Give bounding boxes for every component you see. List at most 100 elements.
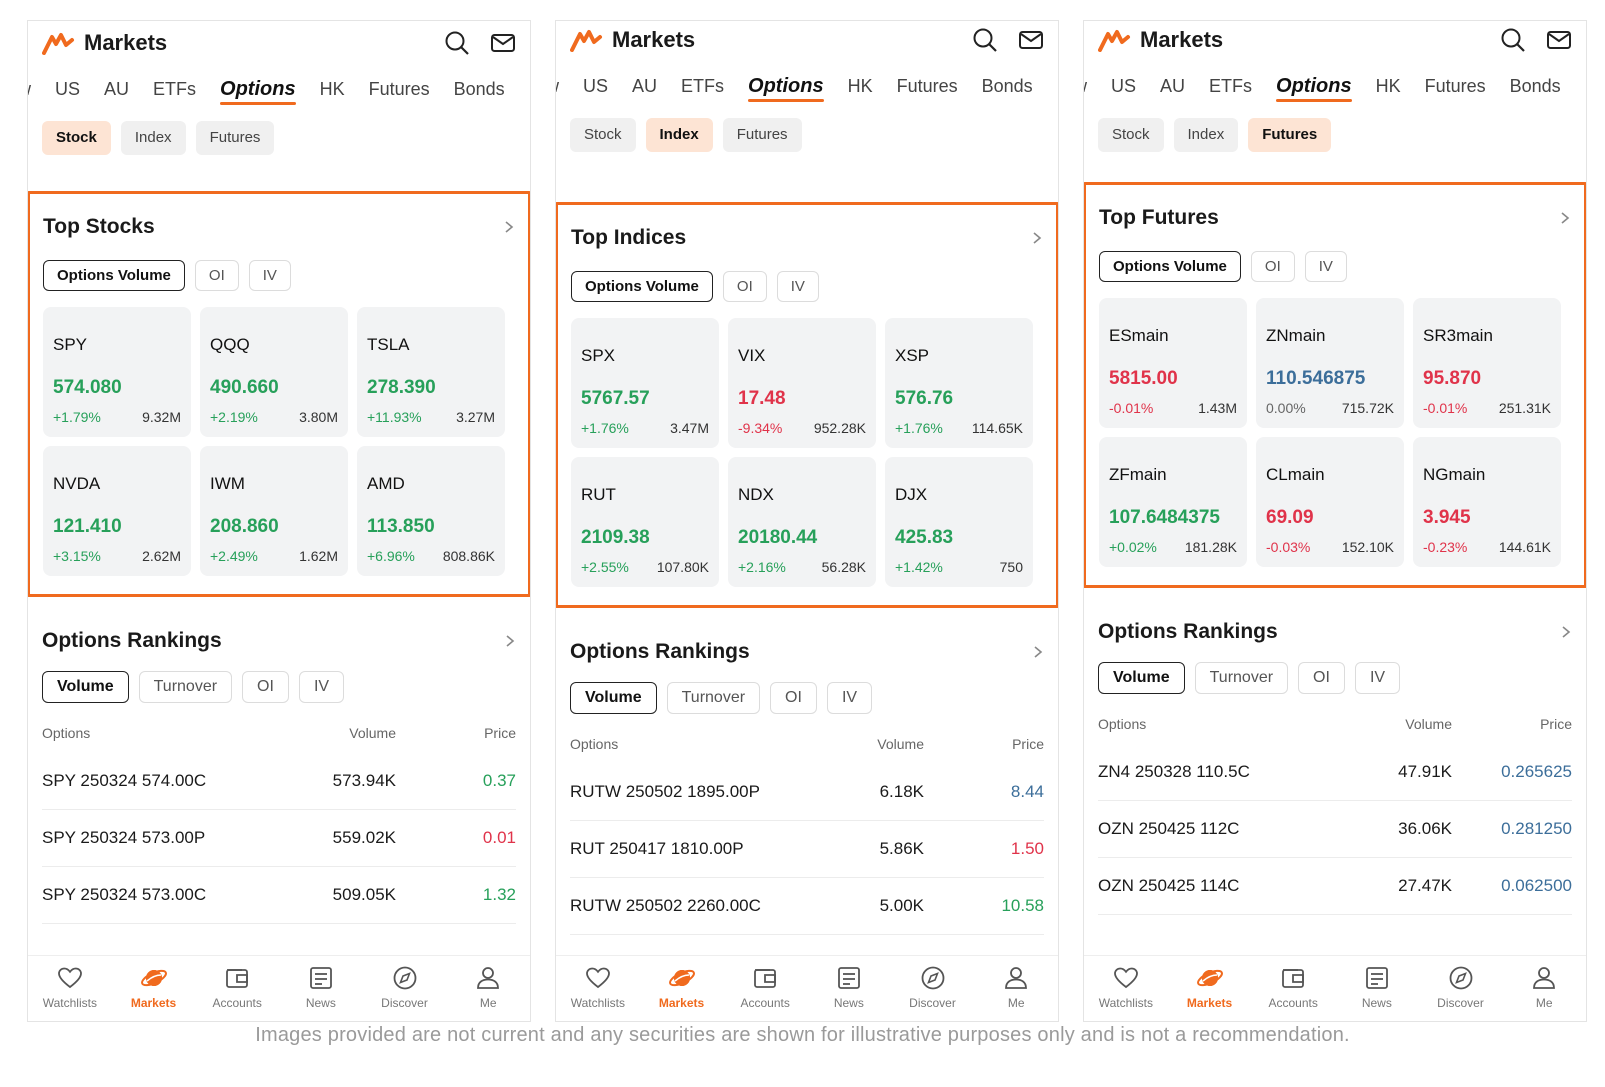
filter-pill[interactable]: OI	[722, 271, 767, 302]
filter-pill[interactable]: IV	[1304, 251, 1347, 282]
subtab-index[interactable]: Index	[1173, 118, 1239, 152]
nav-watchlists[interactable]: Watchlists	[28, 956, 112, 1021]
subtab-index[interactable]: Index	[645, 118, 713, 152]
market-tab[interactable]: US	[55, 78, 81, 99]
quote-card[interactable]: QQQ 490.660 +2.19% 3.80M	[200, 307, 348, 437]
mail-icon[interactable]	[1546, 27, 1572, 53]
chevron-right-icon[interactable]	[1559, 211, 1571, 225]
table-row[interactable]: OZN 250425 112C 36.06K 0.281250	[1098, 801, 1572, 858]
chevron-right-icon[interactable]	[504, 634, 516, 648]
quote-card[interactable]: ZNmain 110.546875 0.00% 715.72K	[1256, 298, 1404, 428]
table-row[interactable]: ZN4 250328 110.5C 47.91K 0.265625	[1098, 744, 1572, 801]
quote-card[interactable]: SPY 574.080 +1.79% 9.32M	[43, 307, 191, 437]
nav-markets[interactable]: Markets	[640, 956, 724, 1021]
market-tab[interactable]: ETFs	[153, 78, 197, 99]
market-tab[interactable]: HK	[847, 75, 873, 96]
search-icon[interactable]	[972, 27, 998, 53]
nav-accounts[interactable]: Accounts	[1251, 956, 1335, 1021]
quote-card[interactable]: ZFmain 107.6484375 +0.02% 181.28K	[1099, 437, 1247, 567]
chevron-right-icon[interactable]	[503, 220, 515, 234]
nav-me[interactable]: Me	[446, 956, 530, 1021]
chevron-right-icon[interactable]	[1560, 625, 1572, 639]
ranking-pill[interactable]: Turnover	[138, 671, 233, 703]
market-tab[interactable]: AU	[632, 75, 658, 96]
ranking-pill[interactable]: Turnover	[1194, 662, 1289, 694]
filter-pill[interactable]: OI	[194, 260, 239, 291]
market-tab[interactable]: Futures	[896, 75, 958, 96]
search-icon[interactable]	[1500, 27, 1526, 53]
table-row[interactable]: RUT 250417 1810.00P 5.86K 1.50	[570, 821, 1044, 878]
ranking-pill[interactable]: IV	[1354, 662, 1401, 694]
nav-news[interactable]: News	[807, 956, 891, 1021]
quote-card[interactable]: XSP 576.76 +1.76% 114.65K	[885, 318, 1033, 448]
quote-card[interactable]: AMD 113.850 +6.96% 808.86K	[357, 446, 505, 576]
quote-card[interactable]: NVDA 121.410 +3.15% 2.62M	[43, 446, 191, 576]
market-tab[interactable]: w	[1084, 76, 1087, 97]
quote-card[interactable]: RUT 2109.38 +2.55% 107.80K	[571, 457, 719, 587]
market-tab[interactable]: Options	[220, 77, 296, 105]
subtab-stock[interactable]: Stock	[42, 121, 111, 155]
quote-card[interactable]: IWM 208.860 +2.49% 1.62M	[200, 446, 348, 576]
chevron-right-icon[interactable]	[1032, 645, 1044, 659]
ranking-pill[interactable]: OI	[1298, 662, 1345, 694]
quote-card[interactable]: NDX 20180.44 +2.16% 56.28K	[728, 457, 876, 587]
market-tab[interactable]: Bonds	[1509, 75, 1561, 96]
quote-card[interactable]: SPX 5767.57 +1.76% 3.47M	[571, 318, 719, 448]
filter-pill[interactable]: Options Volume	[43, 260, 185, 291]
nav-me[interactable]: Me	[1502, 956, 1586, 1021]
nav-news[interactable]: News	[1335, 956, 1419, 1021]
market-tab[interactable]: US	[1111, 75, 1137, 96]
ranking-pill[interactable]: Volume	[570, 682, 657, 714]
quote-card[interactable]: CLmain 69.09 -0.03% 152.10K	[1256, 437, 1404, 567]
chevron-right-icon[interactable]	[1031, 231, 1043, 245]
subtab-index[interactable]: Index	[120, 121, 186, 155]
nav-watchlists[interactable]: Watchlists	[1084, 956, 1168, 1021]
nav-markets[interactable]: Markets	[1168, 956, 1252, 1021]
ranking-pill[interactable]: IV	[298, 671, 345, 703]
nav-discover[interactable]: Discover	[891, 956, 975, 1021]
quote-card[interactable]: ESmain 5815.00 -0.01% 1.43M	[1099, 298, 1247, 428]
ranking-pill[interactable]: Volume	[42, 671, 129, 703]
market-tab[interactable]: Options	[1276, 74, 1352, 102]
table-row[interactable]: OZN 250425 114C 27.47K 0.062500	[1098, 858, 1572, 915]
ranking-pill[interactable]: OI	[242, 671, 289, 703]
subtab-futures[interactable]: Futures	[722, 118, 802, 152]
filter-pill[interactable]: Options Volume	[571, 271, 713, 302]
table-row[interactable]: RUTW 250502 1895.00P 6.18K 8.44	[570, 764, 1044, 821]
mail-icon[interactable]	[490, 30, 516, 56]
market-tab[interactable]: AU	[104, 78, 130, 99]
nav-markets[interactable]: Markets	[112, 956, 196, 1021]
nav-discover[interactable]: Discover	[363, 956, 447, 1021]
filter-pill[interactable]: Options Volume	[1099, 251, 1241, 282]
market-tab[interactable]: w	[556, 76, 559, 97]
table-row[interactable]: SPY 250324 573.00P 559.02K 0.01	[42, 810, 516, 867]
quote-card[interactable]: DJX 425.83 +1.42% 750	[885, 457, 1033, 587]
market-tab[interactable]: Options	[748, 74, 824, 102]
market-tab[interactable]: Futures	[1424, 75, 1486, 96]
table-row[interactable]: SPY 250324 573.00C 509.05K 1.32	[42, 867, 516, 924]
nav-accounts[interactable]: Accounts	[195, 956, 279, 1021]
mail-icon[interactable]	[1018, 27, 1044, 53]
search-icon[interactable]	[444, 30, 470, 56]
subtab-futures[interactable]: Futures	[195, 121, 275, 155]
quote-card[interactable]: TSLA 278.390 +11.93% 3.27M	[357, 307, 505, 437]
nav-news[interactable]: News	[279, 956, 363, 1021]
quote-card[interactable]: NGmain 3.945 -0.23% 144.61K	[1413, 437, 1561, 567]
market-tab[interactable]: Bonds	[453, 78, 505, 99]
market-tab[interactable]: w	[28, 79, 31, 100]
nav-watchlists[interactable]: Watchlists	[556, 956, 640, 1021]
ranking-pill[interactable]: Volume	[1098, 662, 1185, 694]
subtab-stock[interactable]: Stock	[570, 118, 636, 152]
filter-pill[interactable]: IV	[776, 271, 819, 302]
market-tab[interactable]: ETFs	[681, 75, 725, 96]
table-row[interactable]: RUTW 250502 2260.00C 5.00K 10.58	[570, 878, 1044, 935]
nav-me[interactable]: Me	[974, 956, 1058, 1021]
market-tab[interactable]: US	[583, 75, 609, 96]
filter-pill[interactable]: OI	[1250, 251, 1295, 282]
market-tab[interactable]: HK	[319, 78, 345, 99]
ranking-pill[interactable]: Turnover	[666, 682, 761, 714]
ranking-pill[interactable]: IV	[826, 682, 873, 714]
market-tab[interactable]: HK	[1375, 75, 1401, 96]
subtab-futures[interactable]: Futures	[1248, 118, 1332, 152]
quote-card[interactable]: SR3main 95.870 -0.01% 251.31K	[1413, 298, 1561, 428]
